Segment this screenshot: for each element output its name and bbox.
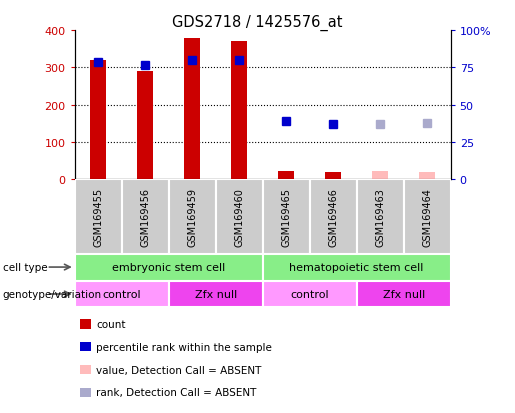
Bar (75, 180, 122, 254)
Text: control: control (102, 289, 141, 299)
Text: control: control (290, 289, 329, 299)
Bar (278, 171, 295, 180)
Text: rank, Detection Call = ABSENT: rank, Detection Call = ABSENT (96, 387, 256, 397)
Text: GSM169464: GSM169464 (422, 188, 432, 246)
Text: Zfx null: Zfx null (383, 289, 425, 299)
Bar (372, 171, 388, 180)
Text: hematopoietic stem cell: hematopoietic stem cell (289, 262, 424, 273)
Bar (310, 180, 356, 254)
Text: GSM169460: GSM169460 (234, 188, 244, 246)
Text: embryonic stem cell: embryonic stem cell (112, 262, 225, 273)
Bar (356, 180, 404, 254)
Bar (231, 42, 247, 180)
Text: count: count (96, 319, 126, 329)
Text: cell type: cell type (3, 262, 47, 273)
Text: GSM169455: GSM169455 (93, 188, 103, 246)
Bar (75, 281, 168, 308)
Bar (184, 38, 200, 180)
Bar (90, 61, 107, 180)
Bar (263, 281, 356, 308)
Text: GSM169463: GSM169463 (375, 188, 385, 246)
Bar (325, 172, 341, 180)
Bar (404, 180, 451, 254)
Text: GDS2718 / 1425576_at: GDS2718 / 1425576_at (172, 14, 343, 31)
Bar (356, 281, 451, 308)
Bar (263, 180, 310, 254)
Text: genotype/variation: genotype/variation (3, 289, 101, 299)
Text: GSM169466: GSM169466 (328, 188, 338, 246)
Text: GSM169459: GSM169459 (187, 188, 197, 246)
Bar (168, 180, 216, 254)
Bar (263, 254, 451, 281)
Text: Zfx null: Zfx null (195, 289, 237, 299)
Bar (122, 180, 168, 254)
Text: value, Detection Call = ABSENT: value, Detection Call = ABSENT (96, 365, 262, 375)
Bar (216, 180, 263, 254)
Text: percentile rank within the sample: percentile rank within the sample (96, 342, 272, 352)
Bar (75, 254, 263, 281)
Bar (137, 72, 153, 180)
Bar (419, 173, 435, 180)
Bar (168, 281, 263, 308)
Text: GSM169465: GSM169465 (281, 188, 291, 246)
Text: GSM169456: GSM169456 (140, 188, 150, 246)
